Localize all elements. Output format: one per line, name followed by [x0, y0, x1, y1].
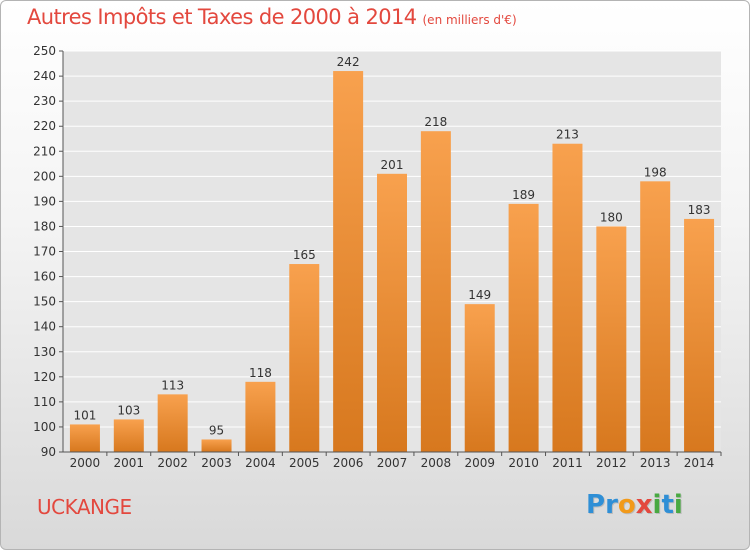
logo-letter: r	[605, 490, 618, 520]
bar-2000	[69, 424, 100, 452]
y-tick-label: 250	[33, 44, 56, 58]
value-label-2009: 149	[468, 288, 491, 302]
x-tick-label-2003: 2003	[201, 456, 232, 470]
y-tick-label: 240	[33, 69, 56, 83]
bar-2005	[289, 264, 320, 452]
bar-2009	[464, 304, 495, 452]
y-tick-label: 210	[33, 144, 56, 158]
x-tick-label-2004: 2004	[245, 456, 276, 470]
bars: 101 103 113 95 118 165 242 201 218 149 189 213 180 19…	[69, 55, 715, 453]
value-label-2003: 95	[209, 423, 224, 437]
x-tick-label-2013: 2013	[640, 456, 671, 470]
value-label-2011: 213	[556, 128, 579, 142]
y-tick-label: 100	[33, 420, 56, 434]
bar-2003	[201, 439, 232, 452]
value-label-2001: 103	[117, 403, 140, 417]
x-axis: 2000 2001 2002 2003 2004 2005 2006 2007 2008 2009…	[63, 451, 722, 470]
x-tick-label-2001: 2001	[114, 456, 145, 470]
logo-letter: P	[586, 490, 606, 520]
bar-2011	[552, 143, 583, 452]
x-tick-label-2011: 2011	[552, 456, 583, 470]
value-label-2007: 201	[381, 158, 404, 172]
proxiti-logo: Proxiti	[586, 490, 683, 520]
y-tick-label: 190	[33, 194, 56, 208]
value-label-2013: 198	[644, 165, 667, 179]
y-tick-label: 230	[33, 94, 56, 108]
value-label-2005: 165	[293, 248, 316, 262]
value-label-2008: 218	[424, 115, 447, 129]
logo-letter: i	[673, 490, 683, 520]
y-tick-label: 120	[33, 370, 56, 384]
x-tick-label-2007: 2007	[377, 456, 408, 470]
y-tick-label: 150	[33, 295, 56, 309]
x-tick-label-2006: 2006	[333, 456, 364, 470]
x-tick-label-2002: 2002	[157, 456, 188, 470]
y-tick-label: 110	[33, 395, 56, 409]
bar-2004	[245, 381, 276, 452]
y-tick-label: 160	[33, 270, 56, 284]
bar-2001	[113, 419, 144, 452]
y-axis: 90 100 110 120 130 140 150 160 170 180 190 200 210 22…	[33, 44, 64, 459]
chart-title: Autres Impôts et Taxes de 2000 à 2014 (en…	[27, 5, 517, 29]
value-label-2010: 189	[512, 188, 535, 202]
y-tick-label: 200	[33, 169, 56, 183]
chart-title-text: Autres Impôts et Taxes de 2000 à 2014	[27, 5, 417, 29]
logo-letter: t	[661, 490, 674, 520]
value-label-2002: 113	[161, 378, 184, 392]
y-tick-label: 170	[33, 245, 56, 259]
chart-subtitle: (en milliers d'€)	[422, 13, 517, 27]
y-tick-label: 130	[33, 345, 56, 359]
value-label-2012: 180	[600, 210, 623, 224]
y-tick-label: 90	[41, 445, 56, 459]
bar-2014	[684, 218, 715, 452]
y-tick-label: 140	[33, 320, 56, 334]
bar-2002	[157, 394, 188, 452]
y-tick-label: 220	[33, 119, 56, 133]
logo-letter: i	[652, 490, 662, 520]
logo-letter: x	[635, 490, 653, 520]
x-tick-label-2014: 2014	[684, 456, 715, 470]
bar-2010	[508, 203, 539, 452]
value-label-2006: 242	[337, 55, 360, 69]
logo-letter: o	[617, 490, 636, 520]
city-name: UCKANGE	[37, 495, 132, 519]
x-tick-label-2008: 2008	[421, 456, 452, 470]
bar-2012	[596, 226, 627, 452]
y-tick-label: 180	[33, 219, 56, 233]
value-label-2000: 101	[73, 408, 96, 422]
value-label-2004: 118	[249, 366, 272, 380]
bar-2013	[640, 181, 671, 452]
bar-2007	[377, 173, 407, 452]
x-tick-label-2010: 2010	[508, 456, 539, 470]
x-tick-label-2005: 2005	[289, 456, 320, 470]
x-tick-label-2012: 2012	[596, 456, 627, 470]
bar-2008	[420, 131, 451, 452]
x-tick-label-2009: 2009	[464, 456, 495, 470]
x-tick-label-2000: 2000	[70, 456, 101, 470]
value-label-2014: 183	[688, 203, 711, 217]
bar-2006	[333, 71, 364, 453]
